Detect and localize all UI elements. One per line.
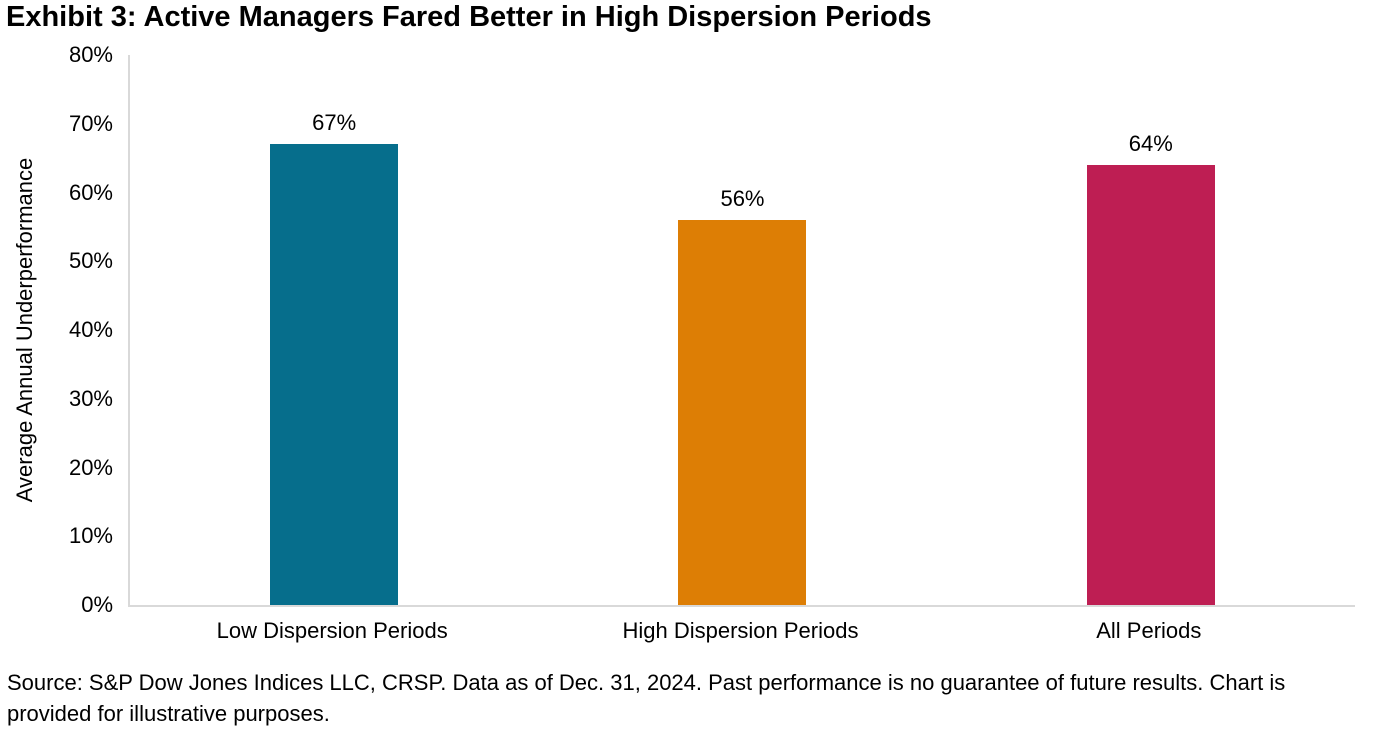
y-axis-tick-labels: 0% 10% 20% 30% 40% 50% 60% 70% 80% (0, 44, 113, 616)
x-axis-labels: Low Dispersion Periods High Dispersion Pe… (128, 618, 1353, 644)
bar-value-label: 64% (1128, 131, 1173, 156)
chart-title: Exhibit 3: Active Managers Fared Better … (6, 1, 932, 33)
x-axis-category-label: Low Dispersion Periods (216, 618, 448, 643)
y-tick-label: 60% (68, 179, 113, 205)
y-tick-label: 50% (68, 248, 113, 274)
bar-all-periods (1086, 165, 1215, 605)
y-tick-label: 80% (68, 42, 113, 67)
bar-high-dispersion-periods (678, 220, 807, 605)
bar-slot: 64% (947, 55, 1355, 605)
x-axis-category-label: All Periods (1096, 618, 1202, 643)
y-tick-label: 40% (68, 317, 113, 342)
x-axis-category-label: High Dispersion Periods (622, 618, 859, 643)
bar-value-label: 56% (720, 186, 765, 211)
bar-slot: 67% (130, 55, 538, 605)
bar-low-dispersion-periods (270, 144, 399, 605)
bar-slot: 56% (538, 55, 946, 605)
bar-value-label: 67% (312, 110, 357, 136)
y-tick-label: 30% (68, 385, 113, 411)
y-tick-label: 20% (68, 454, 113, 480)
plot-area: 67% 56% 64% (128, 55, 1355, 607)
y-tick-label: 70% (68, 110, 113, 136)
y-tick-label: 10% (68, 523, 113, 549)
y-tick-label: 0% (81, 592, 113, 617)
source-note: Source: S&P Dow Jones Indices LLC, CRSP.… (7, 670, 1286, 726)
bars-container: 67% 56% 64% (130, 55, 1355, 605)
